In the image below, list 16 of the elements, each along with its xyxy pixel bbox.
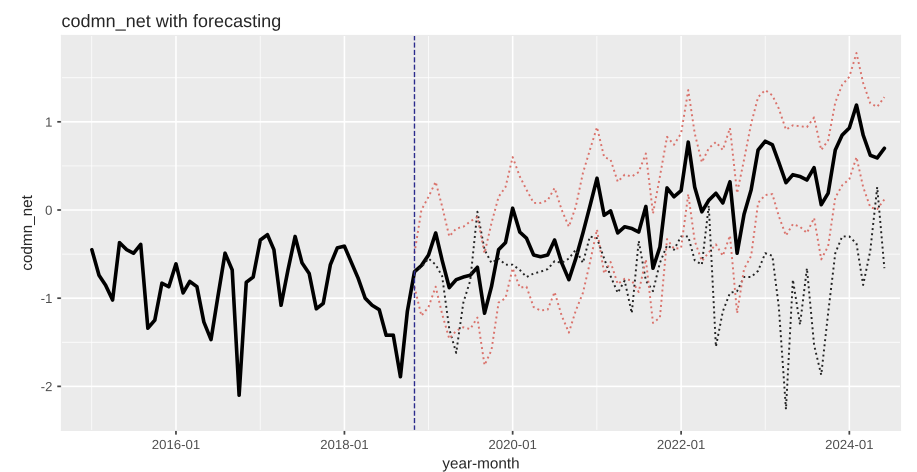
y-tick-label: 1: [46, 118, 52, 127]
x-tick-label: 2016-01: [152, 440, 200, 450]
y-tick-label: 0: [46, 206, 52, 215]
line-series: [414, 186, 886, 410]
chart-title: codmn_net with forecasting: [62, 14, 280, 31]
y-tick-label: -1: [41, 294, 52, 303]
x-tick-label: 2020-01: [489, 440, 536, 450]
y-tick-label: -2: [41, 382, 52, 392]
line-series: [414, 52, 886, 254]
x-axis-title: year-month: [442, 457, 519, 472]
y-axis-title: codmn_net: [20, 195, 35, 270]
x-tick-label: 2018-01: [320, 440, 368, 450]
x-tick-label: 2024-01: [826, 440, 873, 450]
line-series: [414, 156, 886, 366]
line-series: [90, 103, 886, 397]
x-tick-label: 2022-01: [658, 440, 705, 450]
